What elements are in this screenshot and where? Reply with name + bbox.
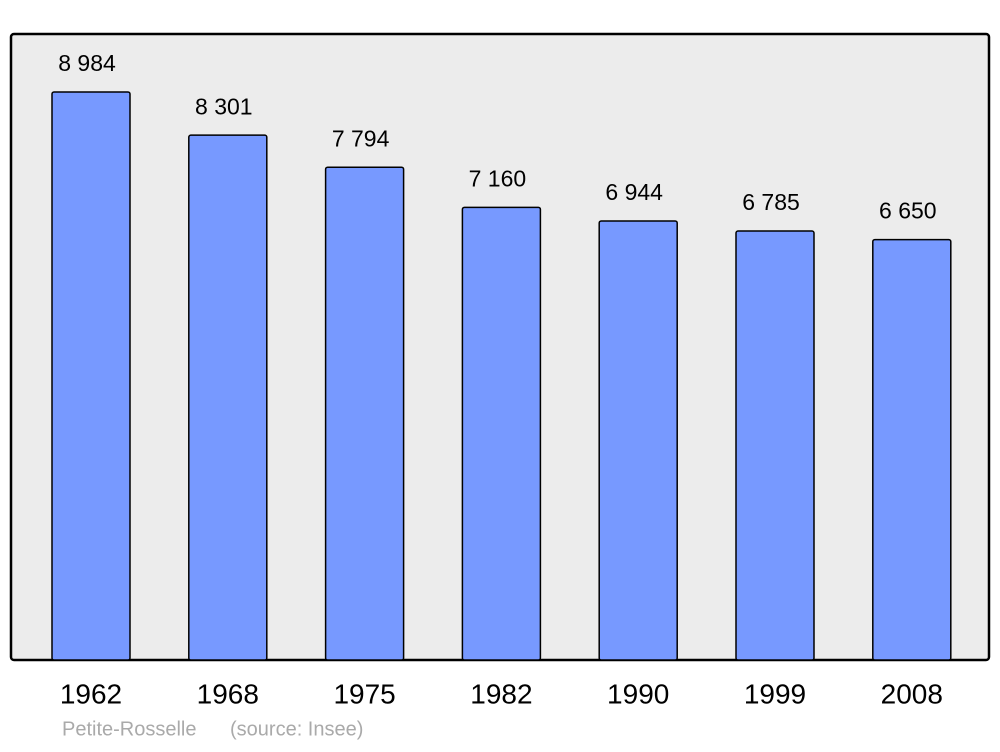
- bar: [188, 134, 268, 661]
- bar: [324, 166, 405, 661]
- x-tick-label: 2008: [881, 678, 943, 709]
- bars: 8 984 1962 8 301 1968 7 794 1975 7 160 1982 6 94…: [51, 50, 952, 709]
- x-tick-label: 1968: [197, 678, 259, 709]
- value-label: 8 301: [195, 93, 253, 119]
- x-tick-label: 1982: [470, 678, 532, 709]
- source: (source: Insee): [230, 718, 363, 740]
- bar: [872, 238, 952, 661]
- x-tick-label: 1999: [744, 678, 806, 709]
- x-tick-label: 1990: [607, 678, 669, 709]
- value-label: 6 650: [879, 198, 937, 224]
- value-label: 6 785: [742, 189, 800, 215]
- value-label: 7 794: [332, 125, 390, 151]
- x-tick-label: 1975: [333, 678, 395, 709]
- bar: [735, 230, 815, 661]
- bar: [51, 91, 131, 661]
- value-label: 7 160: [469, 165, 527, 191]
- x-tick-label: 1962: [60, 678, 122, 709]
- bar: [598, 220, 678, 661]
- bar: [461, 206, 542, 661]
- value-label: 8 984: [58, 50, 116, 76]
- value-label: 6 944: [605, 179, 663, 205]
- caption: Petite-Rosselle: [62, 718, 197, 740]
